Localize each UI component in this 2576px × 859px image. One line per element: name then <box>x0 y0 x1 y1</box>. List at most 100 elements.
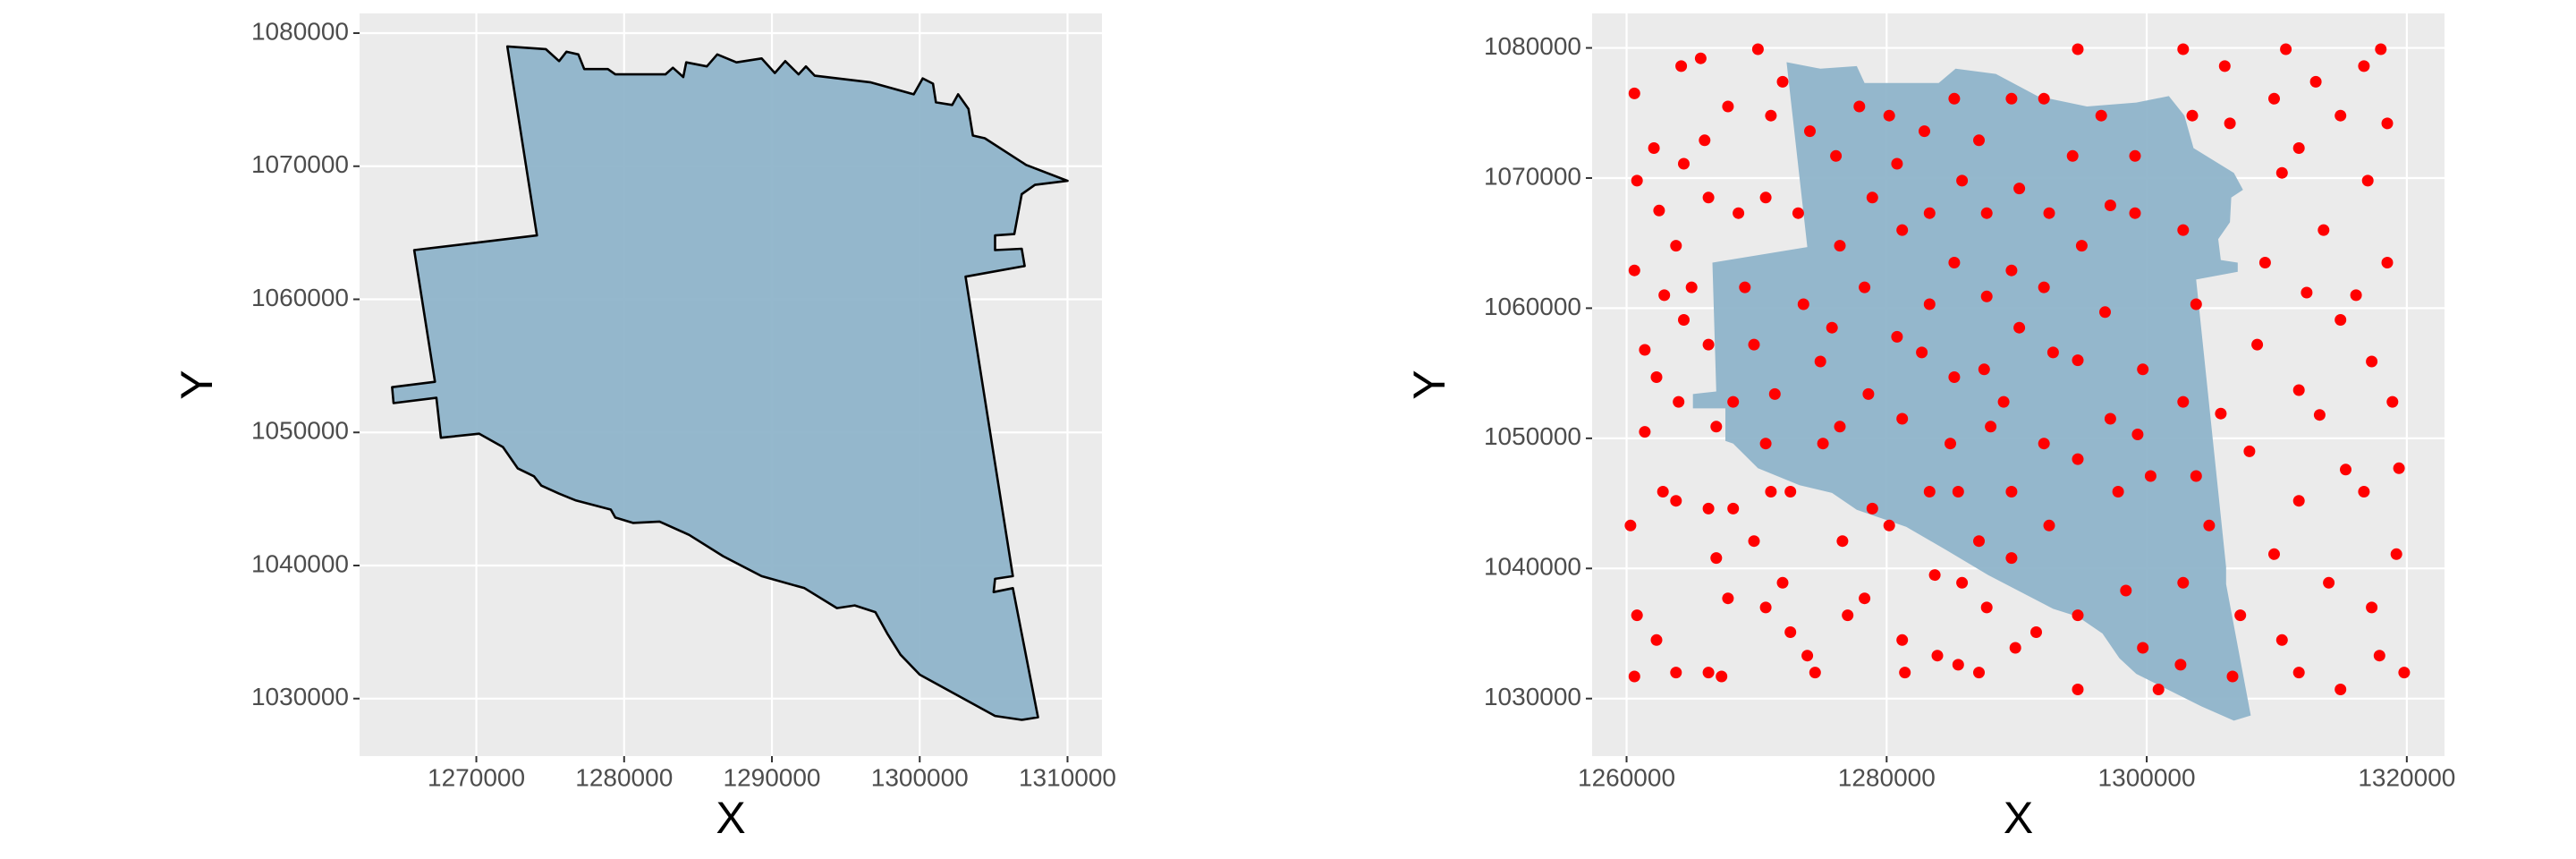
point <box>1956 174 1969 187</box>
point <box>2323 576 2335 589</box>
point <box>2358 486 2370 498</box>
point <box>2373 650 2385 662</box>
polygon <box>1692 62 2251 721</box>
point <box>1675 60 1688 72</box>
x-axis-title: X <box>2004 793 2033 843</box>
point <box>2292 495 2305 507</box>
point <box>1952 659 1964 671</box>
point <box>2120 584 2132 597</box>
point <box>1956 576 1969 589</box>
x-tick-label: 1290000 <box>724 763 821 791</box>
point <box>2386 395 2399 408</box>
point <box>1628 264 1640 276</box>
point <box>2381 117 2394 130</box>
point <box>1650 634 1663 646</box>
point <box>1804 125 1816 138</box>
point <box>2030 626 2042 638</box>
point <box>1792 207 1804 219</box>
point <box>2005 552 2018 565</box>
point <box>2174 659 2187 671</box>
point <box>1658 289 1671 302</box>
point <box>1702 191 1715 204</box>
point <box>1699 134 1711 147</box>
point <box>1648 142 1660 154</box>
point <box>1670 240 1682 252</box>
point <box>1694 52 1707 64</box>
point <box>2072 453 2084 465</box>
point <box>2099 306 2111 319</box>
point <box>2203 519 2216 532</box>
point <box>1670 667 1682 679</box>
point <box>2275 166 2288 179</box>
point <box>1751 43 1764 55</box>
point <box>1814 355 1826 368</box>
point <box>2292 142 2305 154</box>
point <box>1639 344 1651 356</box>
y-tick-label: 1050000 <box>251 417 349 445</box>
point <box>1997 395 2010 408</box>
point <box>2224 117 2236 130</box>
point <box>1928 569 1941 582</box>
point <box>2005 264 2018 276</box>
point <box>1702 338 1715 351</box>
point <box>1980 601 1993 614</box>
point <box>2275 634 2288 646</box>
point <box>2334 684 2347 695</box>
point <box>2129 149 2141 162</box>
point <box>1978 363 1990 376</box>
point <box>2112 486 2124 498</box>
x-axis-title: X <box>716 793 745 843</box>
point <box>1896 634 1909 646</box>
point <box>2005 486 2018 498</box>
point <box>2292 384 2305 396</box>
point <box>1952 486 1964 498</box>
point <box>1776 75 1789 88</box>
point <box>2137 363 2149 376</box>
y-tick-label: 1030000 <box>1484 683 1581 710</box>
point <box>2190 470 2202 482</box>
point <box>2177 395 2190 408</box>
point <box>2334 109 2347 122</box>
point <box>1834 240 1846 252</box>
y-tick-label: 1060000 <box>251 284 349 311</box>
point <box>1862 387 1875 400</box>
point <box>1628 87 1640 99</box>
point <box>1896 412 1909 425</box>
point <box>1673 395 1685 408</box>
point <box>1948 257 1961 268</box>
point <box>2005 92 2018 105</box>
point <box>2104 412 2116 425</box>
point <box>2104 200 2116 211</box>
x-tick-label: 1300000 <box>871 763 969 791</box>
point <box>1923 486 1936 498</box>
point <box>1836 535 1849 548</box>
point <box>1784 486 1797 498</box>
point <box>2144 470 2157 482</box>
point <box>1809 667 1821 679</box>
point <box>1710 552 1723 565</box>
point <box>1891 330 1903 343</box>
point <box>1748 535 1760 548</box>
point <box>2280 43 2292 55</box>
point <box>1985 421 1997 433</box>
point <box>1948 92 1961 105</box>
point <box>2072 354 2084 367</box>
point <box>2177 43 2190 55</box>
y-axis-title: Y <box>1404 370 1454 399</box>
x-tick-label: 1280000 <box>1838 763 1936 791</box>
point <box>2381 257 2394 268</box>
point <box>1716 670 1728 683</box>
point <box>1678 157 1690 170</box>
y-tick-label: 1080000 <box>251 17 349 45</box>
point <box>1842 609 1854 622</box>
point <box>2137 642 2149 654</box>
point <box>1973 667 1985 679</box>
point <box>1727 395 1740 408</box>
point <box>2131 429 2144 440</box>
point <box>2393 462 2405 474</box>
point <box>2268 92 2280 105</box>
point <box>1710 421 1723 433</box>
point <box>1722 100 1734 113</box>
point <box>2177 576 2190 589</box>
point <box>1919 125 1930 138</box>
